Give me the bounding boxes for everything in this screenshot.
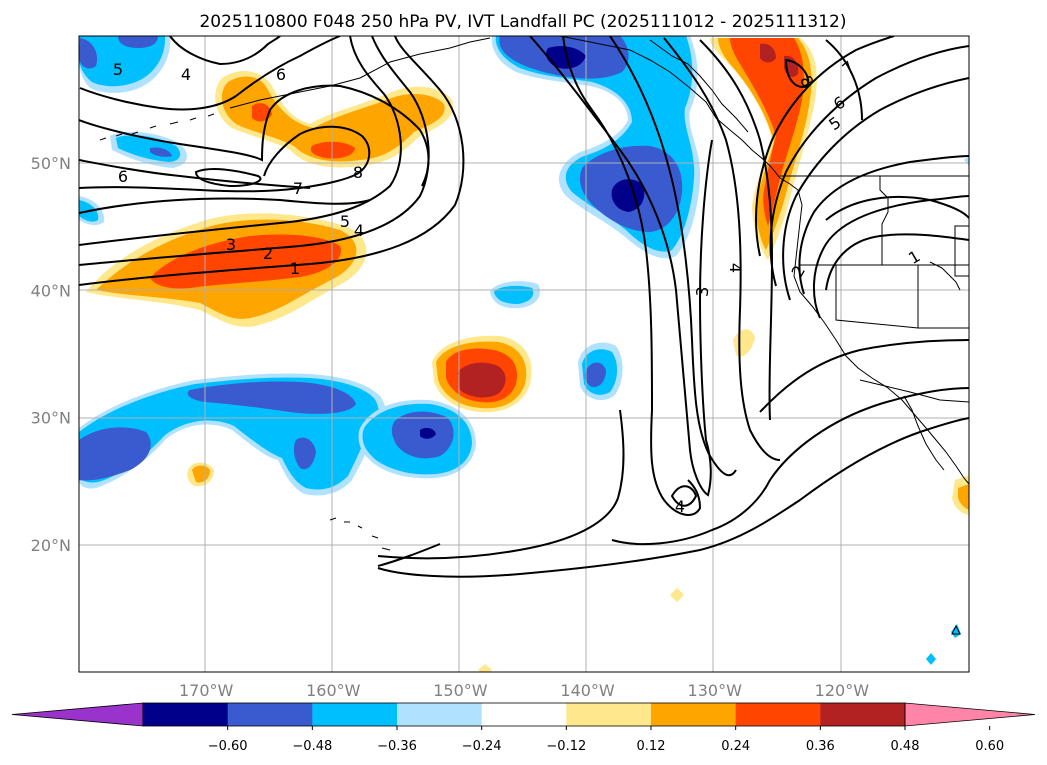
colorbar-tick-label: −0.48	[292, 739, 332, 754]
colorbar-swatch	[820, 703, 906, 726]
axis-ticks: 170°W 160°W 150°W 140°W 130°W 120°W 20°N 30°N 40…	[31, 154, 870, 700]
colorbar-ticks: −0.60 −0.48 −0.36 −0.24 −0.12 0.12 0.24 0.36 0.4…	[208, 726, 1004, 754]
contour-label: 5	[113, 60, 123, 79]
contour-label: 4	[181, 65, 191, 84]
colorbar-swatch	[481, 703, 567, 726]
colorbar: −0.60 −0.48 −0.36 −0.24 −0.12 0.12 0.24 0.36 0.4…	[11, 702, 1036, 754]
pv-shading	[79, 36, 969, 672]
colorbar-swatch	[566, 703, 652, 726]
contour-label: 7	[293, 179, 303, 198]
contour-label: 1	[290, 259, 300, 278]
contour-label: 6	[276, 65, 286, 84]
lon-tick-label: 130°W	[688, 681, 743, 700]
colorbar-swatch	[735, 703, 821, 726]
colorbar-swatch	[227, 703, 313, 726]
contour-label: 8	[353, 163, 363, 182]
colorbar-swatch	[397, 703, 483, 726]
colorbar-tick-label: 0.60	[975, 739, 1004, 754]
colorbar-extend-max	[904, 702, 1036, 727]
colorbar-swatch	[651, 703, 737, 726]
contour-label: 6	[118, 167, 128, 186]
colorbar-swatch	[312, 703, 398, 726]
colorbar-tick-label: −0.36	[377, 739, 417, 754]
colorbar-outline	[142, 702, 906, 727]
colorbar-tick-label: −0.24	[462, 739, 502, 754]
gridlines	[79, 36, 969, 672]
colorbar-swatches	[11, 702, 1036, 727]
lat-tick-label: 40°N	[31, 281, 71, 300]
contour-label: 4	[675, 497, 685, 516]
colorbar-tick-label: 0.12	[637, 739, 666, 754]
colorbar-tick-label: 0.24	[721, 739, 750, 754]
lat-tick-label: 30°N	[31, 409, 71, 428]
lon-tick-label: 160°W	[306, 681, 361, 700]
coastlines-and-borders	[99, 36, 969, 635]
map-title: 2025110800 F048 250 hPa PV, IVT Landfall…	[199, 12, 846, 32]
contour-label: 4	[726, 263, 745, 273]
colorbar-tick-label: 0.48	[891, 739, 920, 754]
contour-label: 2	[263, 244, 273, 263]
colorbar-tick-label: −0.60	[208, 739, 248, 754]
map-frame	[78, 35, 970, 673]
colorbar-extend-min	[11, 702, 144, 727]
contour-label: 3	[226, 235, 236, 254]
lon-tick-label: 170°W	[179, 681, 234, 700]
contour-label: 5	[340, 212, 350, 231]
lon-tick-label: 120°W	[815, 681, 870, 700]
lat-tick-label: 50°N	[31, 154, 71, 173]
colorbar-tick-label: 0.36	[806, 739, 835, 754]
lon-tick-label: 140°W	[560, 681, 615, 700]
map-area: 5 4 6 6 8 7 5 4 3 2 1 4 3 4 8 7 6 5 2 1	[79, 36, 969, 672]
contour-label: 4	[354, 221, 364, 240]
colorbar-tick-label: −0.12	[546, 739, 586, 754]
contour-label: 3	[693, 286, 713, 298]
lon-tick-label: 150°W	[433, 681, 488, 700]
colorbar-swatch	[143, 703, 229, 726]
ivt-contours	[79, 36, 969, 578]
lat-tick-label: 20°N	[31, 536, 71, 555]
